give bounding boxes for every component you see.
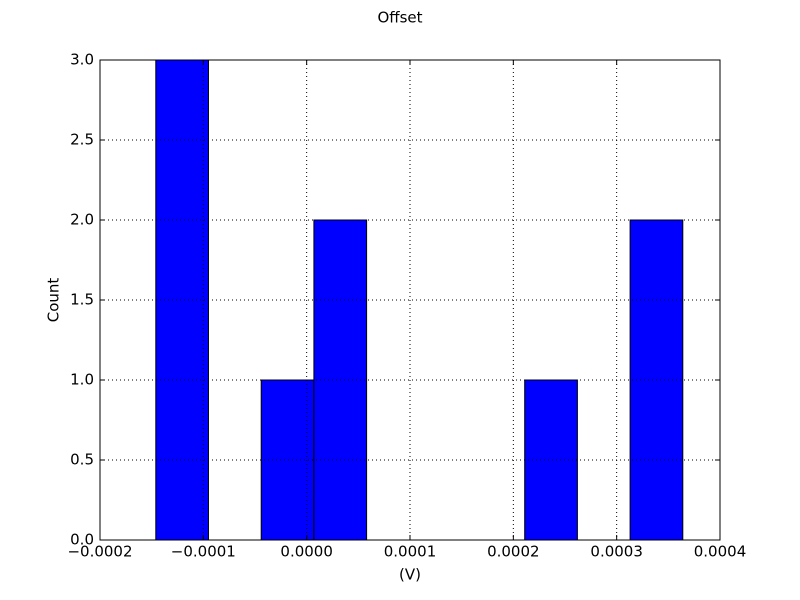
y-tick-label: 2.0 — [70, 211, 94, 229]
chart-title: Offset — [377, 9, 422, 27]
x-tick-label: −0.0001 — [171, 543, 236, 561]
plot-frame — [99, 59, 721, 541]
x-tick-label: 0.0004 — [694, 543, 747, 561]
x-tick-label: 0.0000 — [280, 543, 333, 561]
x-tick-label: 0.0001 — [384, 543, 437, 561]
x-tick-label: 0.0002 — [487, 543, 540, 561]
y-tick-label: 1.0 — [70, 371, 94, 389]
bar — [260, 379, 315, 541]
y-tick-label: 1.5 — [70, 291, 94, 309]
y-axis-label: Count — [45, 278, 63, 323]
y-tick-label: 0.5 — [70, 451, 94, 469]
x-tick-label: 0.0003 — [590, 543, 643, 561]
x-axis-label: (V) — [399, 566, 421, 584]
y-tick-label: 0.0 — [70, 531, 94, 549]
x-tick-label: −0.0002 — [67, 543, 132, 561]
y-tick-label: 2.5 — [70, 131, 94, 149]
y-tick-label: 3.0 — [70, 51, 94, 69]
